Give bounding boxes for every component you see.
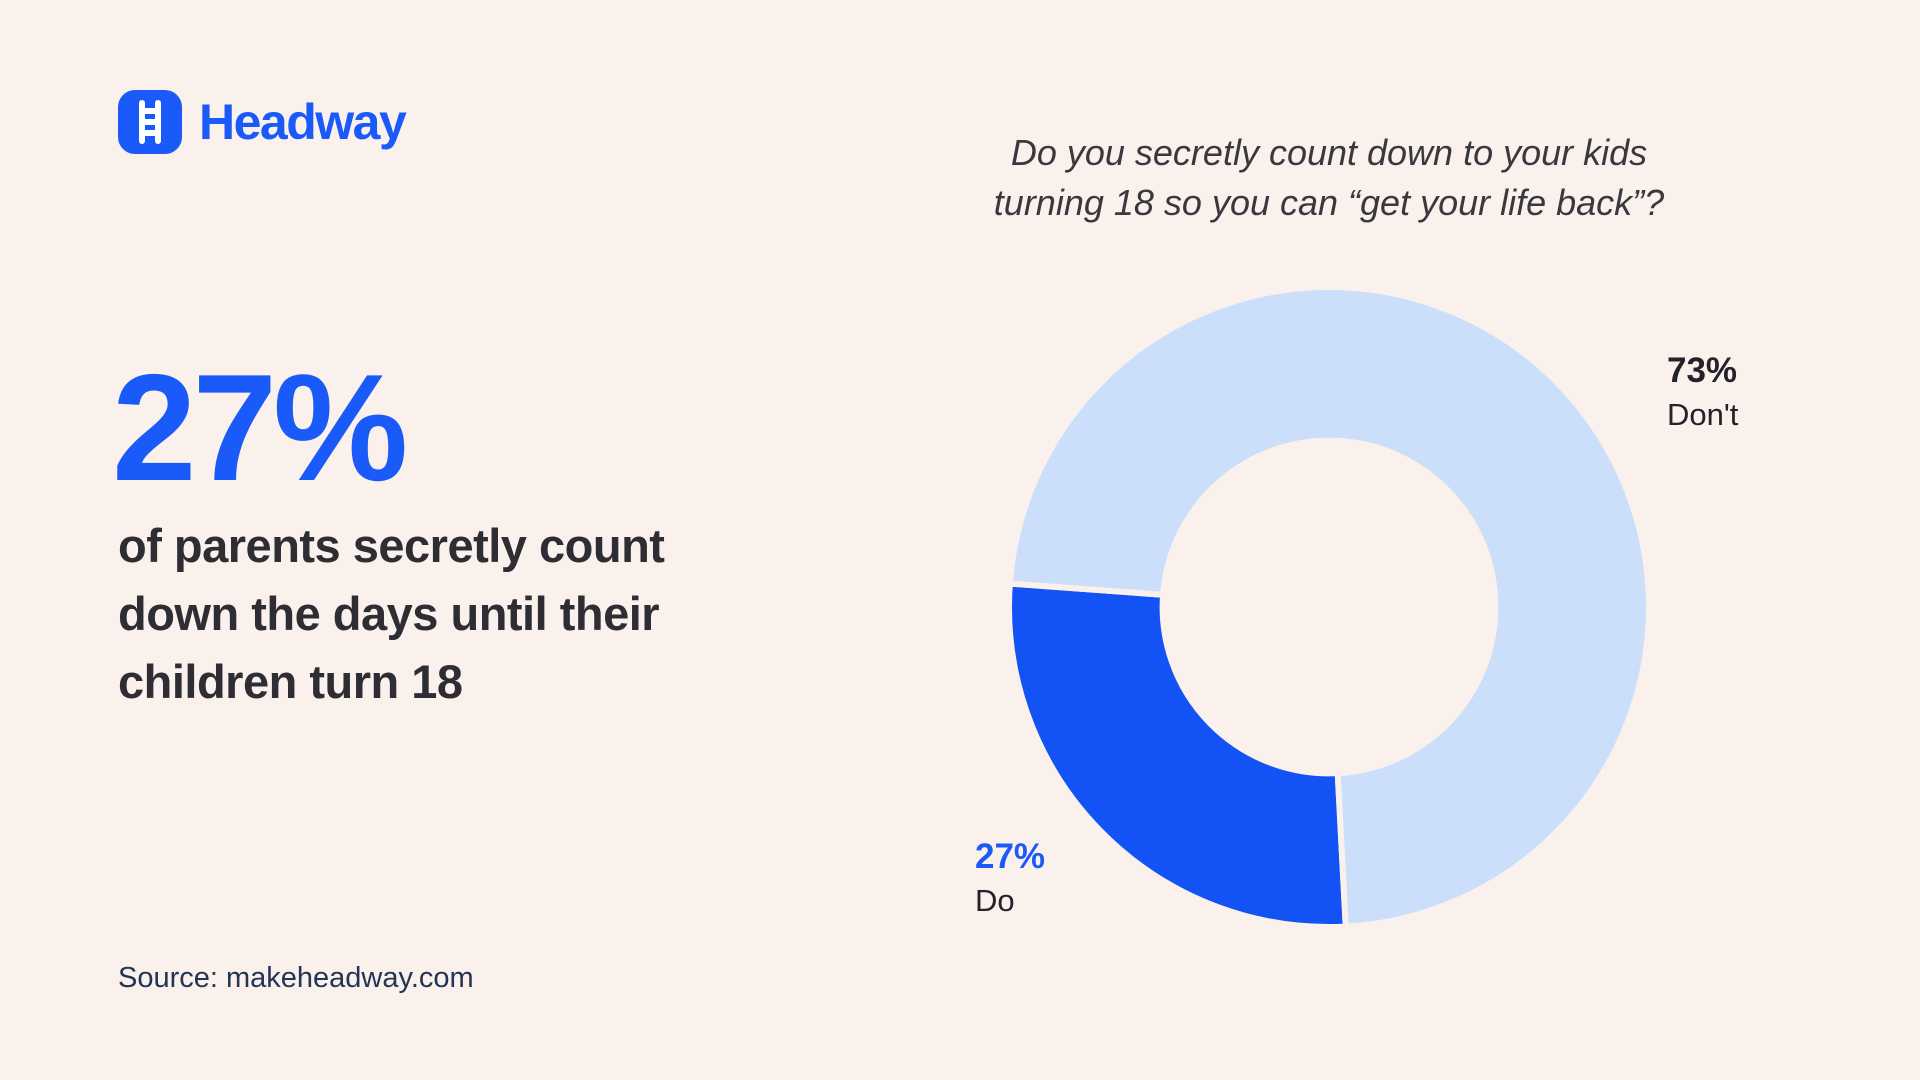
donut-slice-do [1006,580,1349,930]
chart-title: Do you secretly count down to your kids … [993,132,1665,224]
brand-logo: Headway [118,90,407,154]
callout-dont-percent: 73% [1667,351,1738,390]
donut-slice-dont [1006,284,1652,930]
callout-do-percent: 27% [975,837,1046,876]
headway-ladder-icon [118,90,182,154]
callout-do-label: Do [975,882,1015,918]
callout-dont: 73% Don't [1667,351,1739,432]
callout-dont-label: Don't [1667,396,1739,432]
brand-wordmark: Headway [199,94,407,150]
stat-description: of parents secretly count down the days … [118,519,665,709]
callout-do: 27% Do [975,837,1046,918]
donut-chart [1006,284,1652,930]
source-credit: Source: makeheadway.com [118,962,474,994]
stat-value: 27% [112,343,408,513]
